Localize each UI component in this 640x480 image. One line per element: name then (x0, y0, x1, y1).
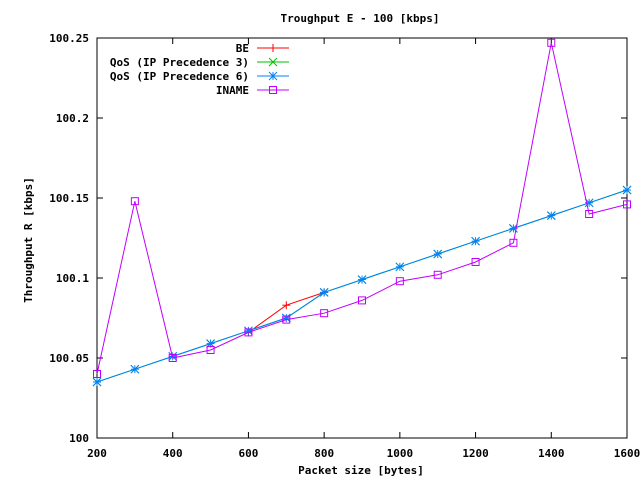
y-axis: 100 100.05 100.1 100.15 100.2 100.25 (49, 32, 627, 445)
series-layer (93, 39, 631, 386)
y-tick-label: 100.2 (56, 112, 89, 125)
data-point (358, 276, 366, 284)
x-axis-label: Packet size [bytes] (298, 464, 424, 477)
legend-label: QoS (IP Precedence 6) (110, 70, 249, 83)
y-tick-label: 100.05 (49, 352, 89, 365)
x-tick-label: 200 (87, 447, 107, 460)
x-tick-label: 600 (238, 447, 258, 460)
series-3 (94, 39, 631, 377)
x-axis: 200 400 600 800 1000 1200 1400 1600 (87, 38, 640, 460)
legend-marker (269, 72, 277, 80)
x-tick-label: 1400 (538, 447, 565, 460)
legend-label: INAME (216, 84, 249, 97)
y-tick-label: 100 (69, 432, 89, 445)
legend-label: QoS (IP Precedence 3) (110, 56, 249, 69)
x-tick-label: 800 (314, 447, 334, 460)
y-tick-label: 100.15 (49, 192, 89, 205)
data-point (547, 212, 555, 220)
data-point (396, 263, 404, 271)
y-axis-label: Throughput R [kbps] (22, 177, 35, 303)
data-point (472, 237, 480, 245)
series-2 (93, 186, 631, 386)
x-tick-label: 400 (163, 447, 183, 460)
x-tick-label: 1600 (614, 447, 640, 460)
data-point (320, 288, 328, 296)
y-tick-label: 100.1 (56, 272, 89, 285)
data-point (131, 365, 139, 373)
plot-area-frame (97, 38, 627, 438)
series-line (248, 292, 324, 332)
legend-label: BE (236, 42, 249, 55)
chart-title: Troughput E - 100 [kbps] (281, 12, 440, 25)
x-tick-label: 1000 (387, 447, 414, 460)
legend-marker (269, 44, 277, 52)
data-point (282, 301, 290, 309)
series-line (97, 43, 627, 374)
chart: Troughput E - 100 [kbps] 200 400 600 800 100… (0, 0, 640, 480)
data-point (623, 186, 631, 194)
data-point (434, 250, 442, 258)
x-tick-label: 1200 (462, 447, 489, 460)
y-tick-label: 100.25 (49, 32, 89, 45)
data-point (93, 378, 101, 386)
